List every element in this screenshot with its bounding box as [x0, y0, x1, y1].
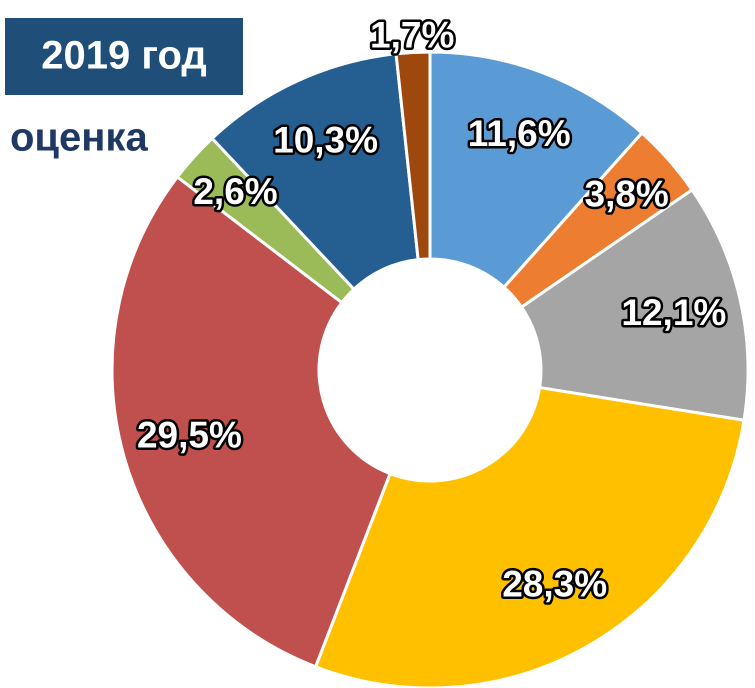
data-label: 2,6%	[193, 171, 277, 212]
data-label: 29,5%	[137, 415, 242, 456]
slice	[394, 50, 432, 262]
slice	[428, 50, 645, 290]
data-label: 3,8%	[585, 174, 669, 215]
chart-title: 2019 год	[41, 34, 207, 78]
data-label: 11,6%	[468, 113, 571, 154]
slice	[210, 52, 420, 292]
data-label: 10,3%	[273, 120, 378, 161]
data-label: 1,7%	[370, 14, 454, 55]
slice	[519, 187, 750, 423]
data-label: 12,1%	[621, 292, 726, 333]
chart-subtitle: оценка	[10, 116, 148, 160]
slice	[313, 385, 746, 688]
data-label: 28,3%	[502, 563, 607, 604]
title-box	[5, 18, 243, 95]
slice	[110, 174, 393, 669]
